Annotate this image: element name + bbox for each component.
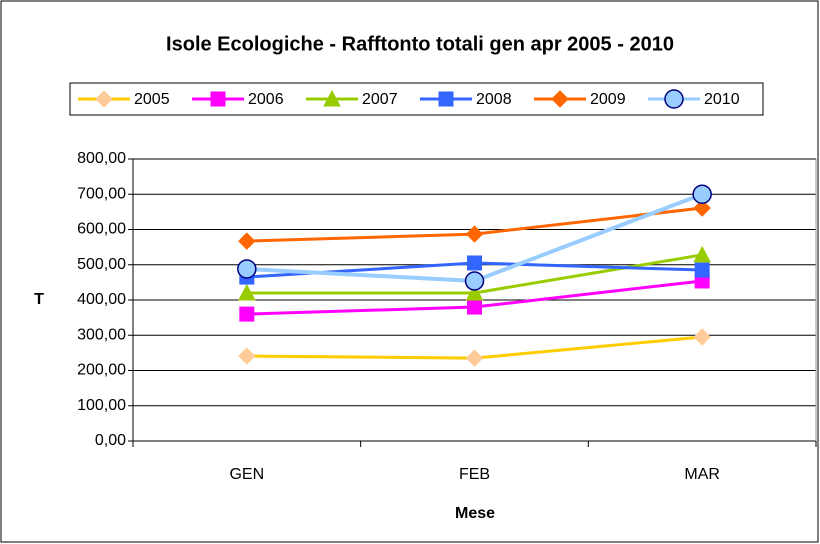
data-point (693, 199, 711, 217)
data-point (467, 255, 482, 271)
y-tick-label: 300,00 (77, 326, 126, 343)
data-point (238, 347, 256, 365)
data-point (237, 283, 256, 301)
legend-label: 2009 (590, 91, 626, 108)
legend-marker (95, 90, 113, 108)
legend-marker (438, 91, 454, 107)
legend-marker (551, 90, 569, 108)
y-tick-label: 600,00 (77, 221, 126, 238)
data-point (238, 232, 256, 250)
y-tick-label: 0,00 (95, 432, 126, 449)
data-point (464, 271, 485, 291)
legend-marker (323, 89, 341, 107)
y-axis-title: T (34, 291, 44, 308)
data-point (693, 245, 712, 263)
data-point (693, 328, 711, 346)
legend-marker (664, 89, 684, 109)
data-point (237, 259, 257, 279)
legend-label: 2010 (704, 91, 740, 108)
legend-label: 2008 (476, 91, 512, 108)
legend-label: 2007 (362, 91, 398, 108)
legend-box (69, 82, 764, 116)
y-tick-label: 800,00 (77, 150, 126, 167)
y-tick-label: 500,00 (77, 256, 126, 273)
x-tick-label: FEB (459, 466, 490, 483)
legend-label: 2006 (248, 91, 284, 108)
y-tick-label: 400,00 (77, 291, 126, 308)
data-point (694, 262, 710, 278)
y-tick-label: 700,00 (77, 185, 126, 202)
legend-marker (210, 91, 226, 107)
data-point (465, 283, 484, 301)
x-tick-label: MAR (684, 466, 720, 483)
data-point (465, 225, 484, 243)
x-axis-title: Mese (455, 505, 495, 522)
legend-label: 2005 (134, 91, 170, 108)
y-tick-label: 100,00 (77, 397, 126, 414)
chart-title: Isole Ecologiche - Rafftonto totali gen … (166, 33, 674, 55)
data-point (692, 184, 712, 204)
data-point (239, 306, 255, 322)
y-tick-label: 200,00 (77, 362, 126, 379)
data-point (465, 349, 484, 367)
x-tick-label: GEN (229, 466, 264, 483)
data-point (467, 299, 482, 315)
